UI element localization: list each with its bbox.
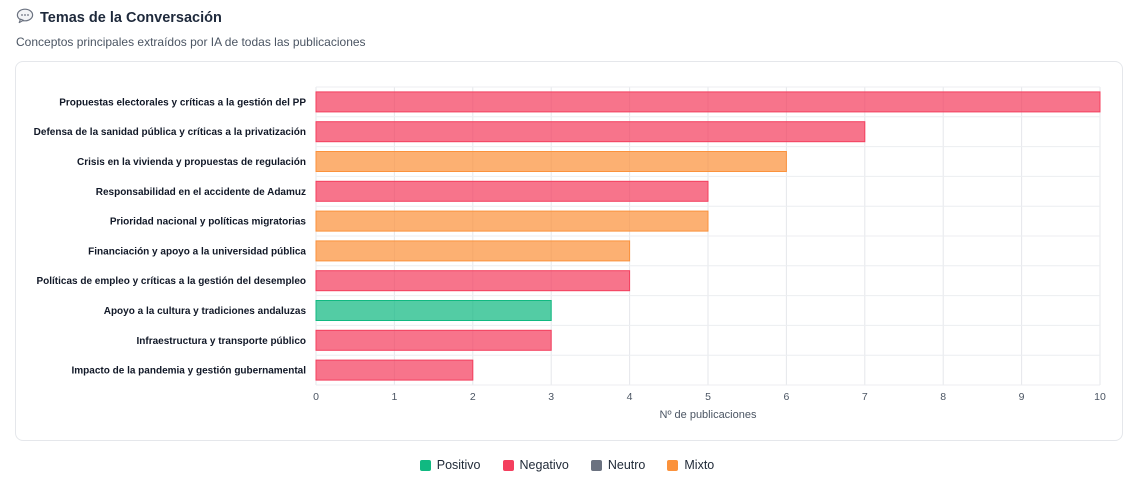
- legend-label: Positivo: [436, 458, 481, 472]
- bar: [315, 121, 866, 143]
- category-label: Apoyo a la cultura y tradiciones andaluz…: [104, 306, 307, 317]
- bar: [315, 91, 1101, 113]
- legend-item-neutro[interactable]: Neutro: [590, 458, 646, 472]
- bar: [315, 300, 552, 321]
- bar: [315, 270, 631, 292]
- legend-swatch: [502, 459, 514, 471]
- category-label: Políticas de empleo y críticas a la gest…: [36, 276, 306, 287]
- legend-item-mixto[interactable]: Mixto: [667, 458, 714, 472]
- x-tick-label: 6: [783, 391, 789, 403]
- page-title: Temas de la Conversación: [40, 10, 222, 26]
- legend-label: Mixto: [684, 458, 715, 472]
- category-label: Financiación y apoyo a la universidad pú…: [88, 246, 306, 257]
- legend-label: Negativo: [519, 458, 569, 472]
- bar: [315, 210, 709, 232]
- category-label: Defensa de la sanidad pública y críticas…: [34, 127, 306, 138]
- x-tick-label: 7: [862, 391, 868, 403]
- legend-swatch: [590, 459, 602, 471]
- chart-legend: Positivo Negativo Neutro Mixto: [0, 458, 1134, 472]
- x-tick-label: 1: [391, 391, 397, 403]
- bar: [315, 151, 787, 172]
- x-tick-label: 10: [1094, 391, 1106, 403]
- bar: [315, 329, 552, 351]
- legend-item-positivo[interactable]: Positivo: [419, 458, 481, 472]
- bar: [315, 359, 474, 381]
- bar: [315, 240, 631, 262]
- x-tick-label: 3: [548, 391, 554, 403]
- category-label: Crisis en la vivienda y propuestas de re…: [77, 157, 306, 168]
- category-label: Infraestructura y transporte público: [137, 336, 306, 347]
- x-axis-title: Nº de publicaciones: [660, 409, 757, 421]
- section-header: Temas de la Conversación: [16, 8, 222, 28]
- legend-swatch: [419, 459, 431, 471]
- page-subtitle: Conceptos principales extraídos por IA d…: [16, 35, 366, 49]
- legend-item-negativo[interactable]: Negativo: [502, 458, 569, 472]
- speech-bubble-icon: [16, 8, 34, 29]
- legend-swatch: [667, 459, 679, 471]
- x-tick-label: 2: [470, 391, 476, 403]
- category-label: Impacto de la pandemia y gestión guberna…: [72, 366, 307, 377]
- x-tick-label: 9: [1019, 391, 1025, 403]
- x-tick-label: 0: [313, 391, 319, 403]
- x-tick-label: 8: [940, 391, 946, 403]
- category-label: Propuestas electorales y críticas a la g…: [59, 97, 306, 108]
- legend-label: Neutro: [607, 458, 646, 472]
- category-label: Prioridad nacional y políticas migratori…: [110, 217, 307, 228]
- bar: [315, 180, 709, 202]
- x-tick-label: 5: [705, 391, 711, 403]
- chart-card: Propuestas electorales y críticas a la g…: [15, 61, 1123, 441]
- bar-chart: Propuestas electorales y críticas a la g…: [34, 86, 1106, 421]
- category-label: Responsabilidad en el accidente de Adamu…: [96, 187, 306, 198]
- x-tick-label: 4: [627, 391, 633, 403]
